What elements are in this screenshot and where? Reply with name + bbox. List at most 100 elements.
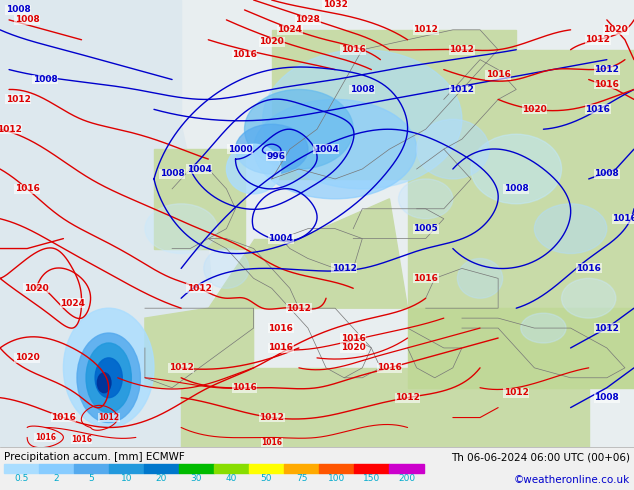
Ellipse shape	[204, 248, 249, 288]
Polygon shape	[154, 149, 245, 248]
Text: 1012: 1012	[585, 35, 610, 44]
Ellipse shape	[63, 308, 154, 427]
Text: 1012: 1012	[287, 304, 311, 313]
Ellipse shape	[417, 119, 489, 179]
Text: 1016: 1016	[232, 50, 257, 59]
Ellipse shape	[457, 259, 503, 298]
Text: 40: 40	[226, 474, 237, 484]
Text: 1012: 1012	[413, 25, 438, 34]
Text: 1012: 1012	[259, 413, 284, 422]
Text: 1004: 1004	[314, 145, 339, 154]
Text: 1016: 1016	[486, 70, 510, 79]
Bar	[354, 464, 389, 472]
Text: 1008: 1008	[33, 75, 58, 84]
Text: 200: 200	[398, 474, 415, 484]
Text: 1016: 1016	[15, 184, 39, 194]
Ellipse shape	[534, 204, 607, 253]
Text: 1016: 1016	[377, 364, 402, 372]
Bar	[109, 464, 144, 472]
Text: 1008: 1008	[6, 5, 30, 14]
Text: 1008: 1008	[160, 170, 184, 178]
Text: 0.5: 0.5	[15, 474, 29, 484]
Ellipse shape	[95, 358, 122, 398]
Text: 1016: 1016	[341, 45, 366, 54]
Ellipse shape	[86, 343, 131, 413]
Text: 1016: 1016	[71, 435, 92, 444]
Text: 1016: 1016	[612, 214, 634, 223]
Text: 1012: 1012	[169, 364, 193, 372]
Text: 1012: 1012	[98, 413, 119, 422]
Bar	[389, 464, 424, 472]
Text: 1004: 1004	[268, 234, 293, 243]
Text: ©weatheronline.co.uk: ©weatheronline.co.uk	[514, 475, 630, 485]
Text: Precipitation accum. [mm] ECMWF: Precipitation accum. [mm] ECMWF	[4, 452, 184, 462]
Bar	[179, 464, 214, 472]
Text: 1005: 1005	[413, 224, 438, 233]
Text: 1020: 1020	[259, 37, 284, 46]
Text: 30: 30	[191, 474, 202, 484]
Ellipse shape	[98, 373, 111, 392]
Text: 20: 20	[156, 474, 167, 484]
Text: 75: 75	[295, 474, 307, 484]
Bar	[74, 464, 109, 472]
Ellipse shape	[77, 333, 140, 422]
Ellipse shape	[145, 204, 217, 253]
Text: 1012: 1012	[450, 85, 474, 94]
Text: 1020: 1020	[522, 105, 547, 114]
Text: 1012: 1012	[187, 284, 212, 293]
Bar	[214, 464, 249, 472]
Text: 1012: 1012	[450, 45, 474, 54]
Text: 1016: 1016	[595, 80, 619, 89]
Text: 1012: 1012	[595, 65, 619, 74]
Text: 1012: 1012	[6, 95, 30, 104]
Text: 1012: 1012	[395, 393, 420, 402]
Text: 1020: 1020	[604, 25, 628, 34]
Text: 10: 10	[120, 474, 133, 484]
Bar	[144, 464, 179, 472]
Bar	[4, 464, 39, 472]
Text: 1016: 1016	[576, 264, 601, 273]
Text: 1008: 1008	[595, 170, 619, 178]
Text: 1012: 1012	[0, 125, 22, 134]
Text: 1028: 1028	[295, 15, 320, 24]
Polygon shape	[0, 0, 181, 447]
Ellipse shape	[521, 313, 566, 343]
Text: 1004: 1004	[187, 165, 212, 173]
Bar	[284, 464, 319, 472]
Text: 1016: 1016	[268, 323, 293, 333]
Ellipse shape	[471, 134, 562, 204]
Text: 1016: 1016	[261, 438, 282, 447]
Polygon shape	[181, 368, 589, 447]
Text: 1008: 1008	[350, 85, 375, 94]
Text: 100: 100	[328, 474, 345, 484]
Text: 1024: 1024	[277, 25, 302, 34]
Polygon shape	[209, 239, 299, 308]
Ellipse shape	[262, 49, 462, 189]
Text: 1020: 1020	[341, 343, 366, 352]
Text: 1008: 1008	[15, 15, 39, 24]
Polygon shape	[299, 199, 408, 308]
Text: 1020: 1020	[24, 284, 49, 293]
Text: 1000: 1000	[228, 145, 252, 154]
Text: 1016: 1016	[35, 433, 56, 442]
Polygon shape	[408, 308, 634, 388]
Text: 1016: 1016	[232, 383, 257, 392]
Polygon shape	[145, 308, 254, 388]
Text: 1032: 1032	[323, 0, 347, 9]
Text: 1012: 1012	[332, 264, 356, 273]
Text: 5: 5	[89, 474, 94, 484]
Text: 1020: 1020	[15, 353, 39, 363]
Ellipse shape	[399, 179, 453, 219]
Polygon shape	[272, 30, 516, 179]
Text: 1016: 1016	[268, 343, 293, 352]
Bar	[249, 464, 284, 472]
Ellipse shape	[226, 144, 281, 194]
Ellipse shape	[254, 99, 417, 199]
Ellipse shape	[562, 278, 616, 318]
Text: 1016: 1016	[51, 413, 76, 422]
Text: 1008: 1008	[504, 184, 529, 194]
Ellipse shape	[245, 90, 353, 169]
Text: 1008: 1008	[595, 393, 619, 402]
Bar	[39, 464, 74, 472]
Text: 996: 996	[267, 151, 286, 161]
